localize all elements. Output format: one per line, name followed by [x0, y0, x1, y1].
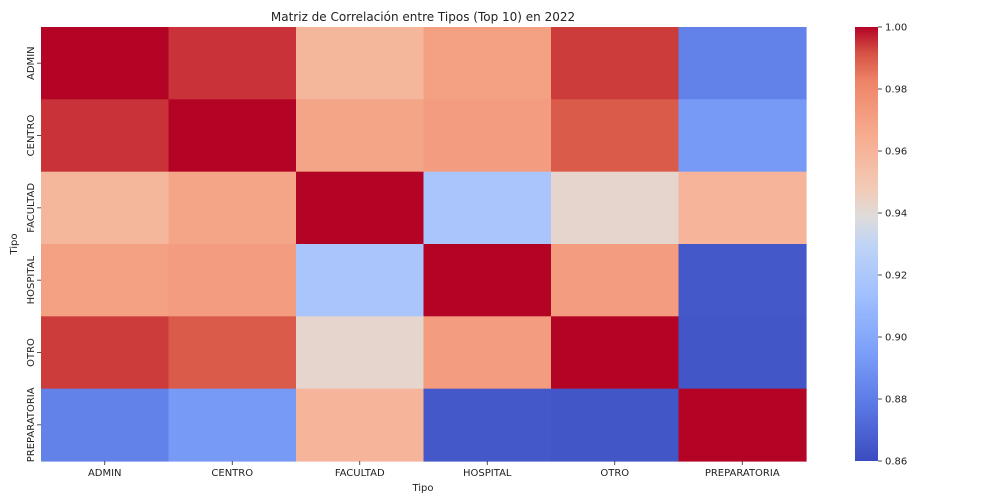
heatmap-cell-0-3 — [423, 27, 552, 100]
chart-title: Matriz de Correlación entre Tipos (Top 1… — [271, 10, 575, 24]
colorbar-tick-label: 0.86 — [885, 457, 907, 468]
x-tick-label: HOSPITAL — [463, 468, 512, 479]
colorbar-tick-label: 0.94 — [885, 209, 907, 220]
x-tick-label: PREPARATORIA — [705, 468, 780, 479]
heatmap-cell-1-2 — [296, 99, 425, 173]
heatmap-cell-4-2 — [296, 316, 425, 390]
heatmap-cell-3-0 — [41, 244, 170, 317]
heatmap-cell-2-5 — [678, 171, 807, 245]
y-tick-label: PREPARATORIA — [26, 387, 37, 462]
y-tick-label: OTRO — [26, 338, 37, 367]
heatmap-cell-1-5 — [678, 99, 807, 173]
x-axis-label: Tipo — [411, 483, 433, 494]
heatmap-cell-5-0 — [41, 388, 170, 462]
x-tick-label: CENTRO — [211, 468, 253, 479]
heatmap-cell-3-3 — [423, 244, 552, 317]
y-axis-ticks: ADMIN CENTRO FACULTAD HOSPITAL OTRO PREPARATO… — [26, 46, 41, 462]
heatmap-cell-0-2 — [296, 27, 425, 100]
heatmap-cell-3-4 — [551, 244, 680, 317]
y-tick-label: FACULTAD — [26, 183, 37, 233]
heatmap-cell-2-2 — [296, 171, 425, 245]
heatmap-cell-2-1 — [168, 171, 297, 245]
heatmap-cell-2-0 — [41, 171, 170, 245]
heatmap-cell-0-1 — [168, 27, 297, 100]
heatmap-cell-1-3 — [423, 99, 552, 173]
heatmap-cell-4-0 — [41, 316, 170, 390]
heatmap-cell-0-4 — [551, 27, 680, 100]
y-tick-label: HOSPITAL — [26, 256, 37, 305]
colorbar-ticks: 0.86 0.88 0.90 0.92 0.94 0.96 0.98 1.00 — [878, 23, 907, 468]
heatmap-cell-5-1 — [168, 388, 297, 462]
colorbar-tick-label: 0.90 — [885, 333, 907, 344]
heatmap-cell-3-2 — [296, 244, 425, 317]
heatmap-cell-5-2 — [296, 388, 425, 462]
heatmap-cell-3-1 — [168, 244, 297, 317]
x-axis-ticks: ADMIN CENTRO FACULTAD HOSPITAL OTRO PREPARATO… — [88, 461, 780, 479]
colorbar-tick-label: 0.88 — [885, 395, 907, 406]
y-tick-label: CENTRO — [26, 115, 37, 157]
colorbar-tick-label: 0.96 — [885, 147, 907, 158]
colorbar-tick-label: 0.92 — [885, 271, 907, 282]
heatmap-cell-4-1 — [168, 316, 297, 390]
heatmap-cell-5-3 — [423, 388, 552, 462]
heatmap-cell-1-0 — [41, 99, 170, 173]
heatmap-cell-2-3 — [423, 171, 552, 245]
colorbar-tick-label: 0.98 — [885, 85, 907, 96]
heatmap-cell-0-5 — [678, 27, 807, 100]
heatmap-cell-1-4 — [551, 99, 680, 173]
heatmap-cell-4-5 — [678, 316, 807, 390]
x-tick-label: FACULTAD — [335, 468, 385, 479]
x-tick-label: OTRO — [600, 468, 629, 479]
colorbar-tick-label: 1.00 — [885, 23, 907, 34]
heatmap-cells — [41, 27, 807, 462]
heatmap-cell-3-5 — [678, 244, 807, 317]
heatmap-cell-5-4 — [551, 388, 680, 462]
heatmap-cell-5-5 — [678, 388, 807, 462]
y-axis-label: Tipo — [9, 233, 20, 255]
heatmap-cell-4-4 — [551, 316, 680, 390]
heatmap-cell-0-0 — [41, 27, 170, 100]
colorbar — [855, 27, 878, 461]
heatmap-cell-4-3 — [423, 316, 552, 390]
heatmap-cell-1-1 — [168, 99, 297, 173]
x-tick-label: ADMIN — [88, 468, 122, 479]
y-tick-label: ADMIN — [26, 46, 37, 80]
heatmap-cell-2-4 — [551, 171, 680, 245]
